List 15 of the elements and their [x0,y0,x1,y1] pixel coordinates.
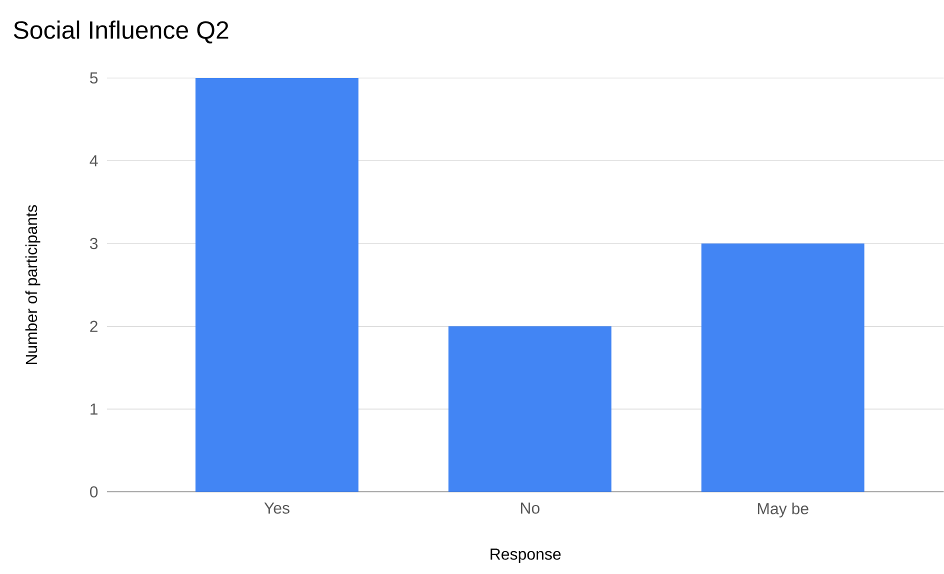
x-tick-label: May be [758,502,808,518]
y-tick-label: 4 [90,155,98,166]
bar [701,244,864,492]
y-tick-label: 1 [90,404,98,415]
bar [195,78,358,492]
chart-title: Social Influence Q2 [14,20,228,44]
y-tick-label: 5 [90,72,98,84]
y-tick-label: 0 [90,486,98,498]
bar [448,326,612,492]
x-tick-label: Yes [264,502,290,514]
y-tick-label: 2 [90,320,98,332]
y-axis-title: Number of participants [25,205,40,364]
x-axis-title: Response [490,548,561,564]
y-tick-label: 3 [90,238,98,250]
x-tick-label: No [521,502,540,514]
